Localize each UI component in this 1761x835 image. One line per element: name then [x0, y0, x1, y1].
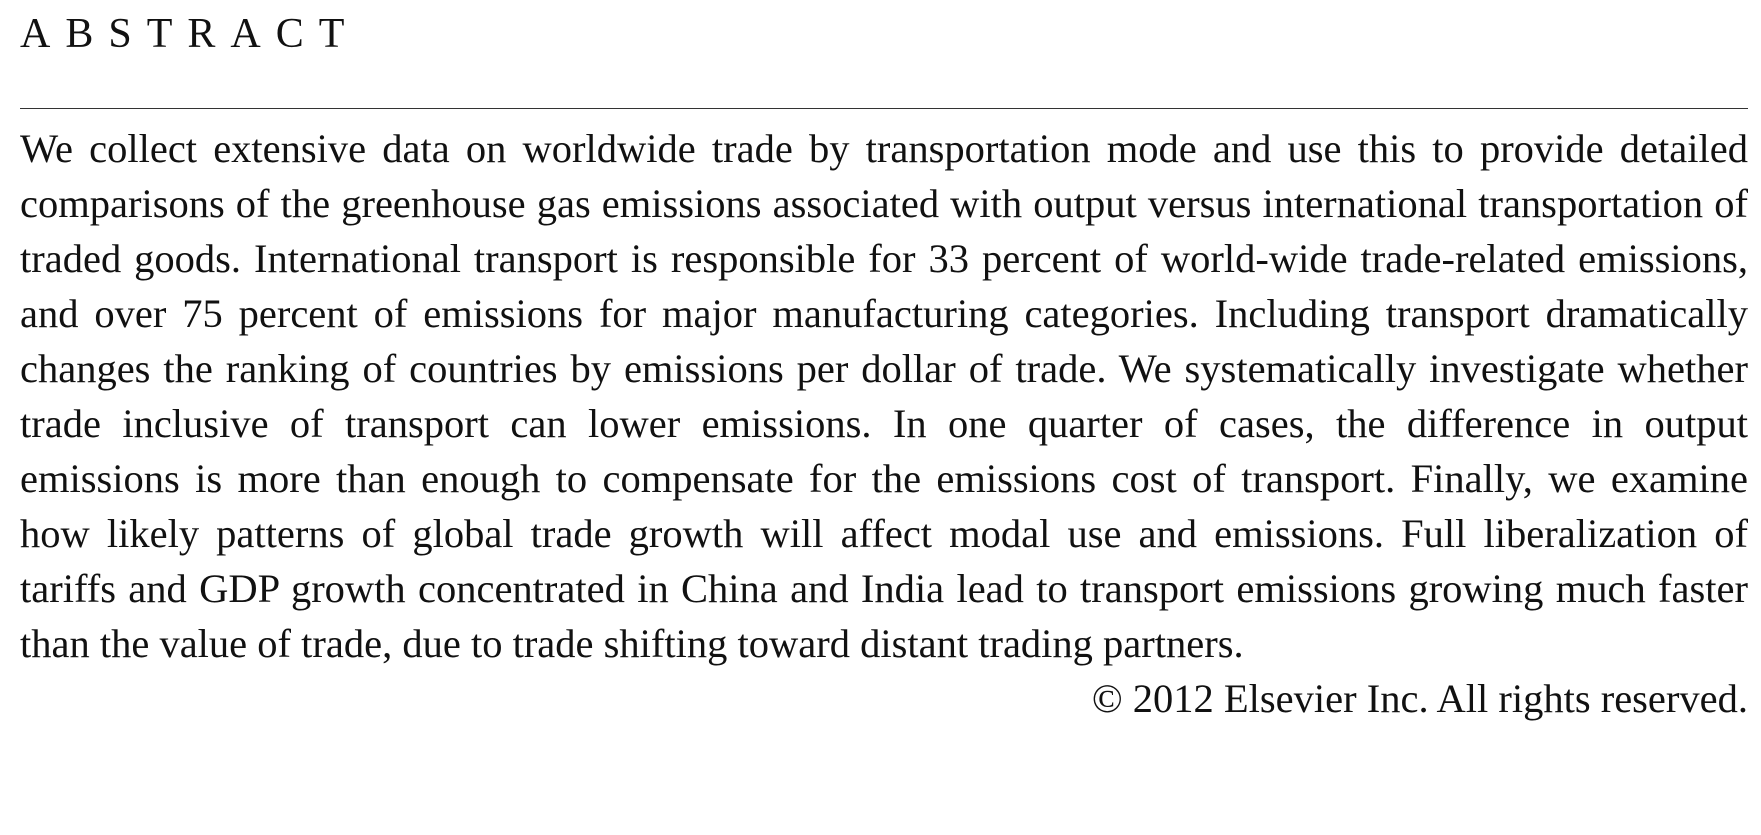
- abstract-heading: ABSTRACT: [20, 11, 360, 57]
- copyright-notice: © 2012 Elsevier Inc. All rights reserved…: [1091, 676, 1748, 721]
- heading-divider: [20, 108, 1748, 109]
- abstract-body: We collect extensive data on worldwide t…: [20, 126, 1748, 666]
- abstract-section: ABSTRACT We collect extensive data on wo…: [20, 0, 1748, 726]
